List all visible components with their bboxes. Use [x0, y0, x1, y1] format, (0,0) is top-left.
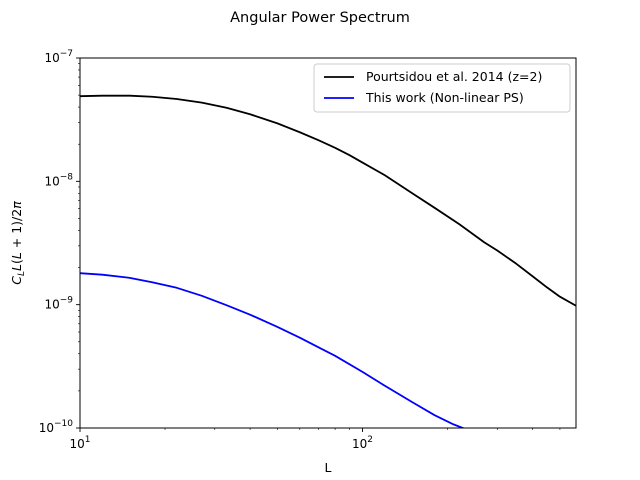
y-tick-label-0: 10−10 — [39, 419, 74, 435]
series-line-1 — [80, 272, 466, 428]
axes-frame — [79, 57, 577, 429]
legend: Pourtsidou et al. 2014 (z=2) This work (… — [313, 63, 571, 113]
legend-label-pourtsidou: Pourtsidou et al. 2014 (z=2) — [366, 69, 542, 84]
plot-area: 101 102 10−10 10−9 10−8 10−7 — [39, 49, 577, 451]
series-layer — [80, 94, 576, 428]
y-tick-label-1: 10−9 — [44, 296, 73, 312]
chart-title: Angular Power Spectrum — [230, 10, 410, 26]
y-axis-label: CLL(L + 1)/2π — [9, 201, 27, 285]
y-axis-label-text: CLL(L + 1)/2π — [9, 201, 27, 285]
legend-label-this-work: This work (Non-linear PS) — [365, 90, 524, 105]
y-tick-label-3: 10−7 — [44, 49, 73, 65]
ticks-layer: 101 102 10−10 10−9 10−8 10−7 — [39, 49, 561, 451]
y-tick-label-2: 10−8 — [44, 172, 73, 188]
x-tick-label-0: 101 — [69, 435, 90, 451]
series-line-0 — [80, 94, 576, 307]
x-axis-label: L — [325, 460, 332, 475]
x-tick-label-1: 102 — [352, 435, 373, 451]
legend-box — [313, 63, 571, 113]
